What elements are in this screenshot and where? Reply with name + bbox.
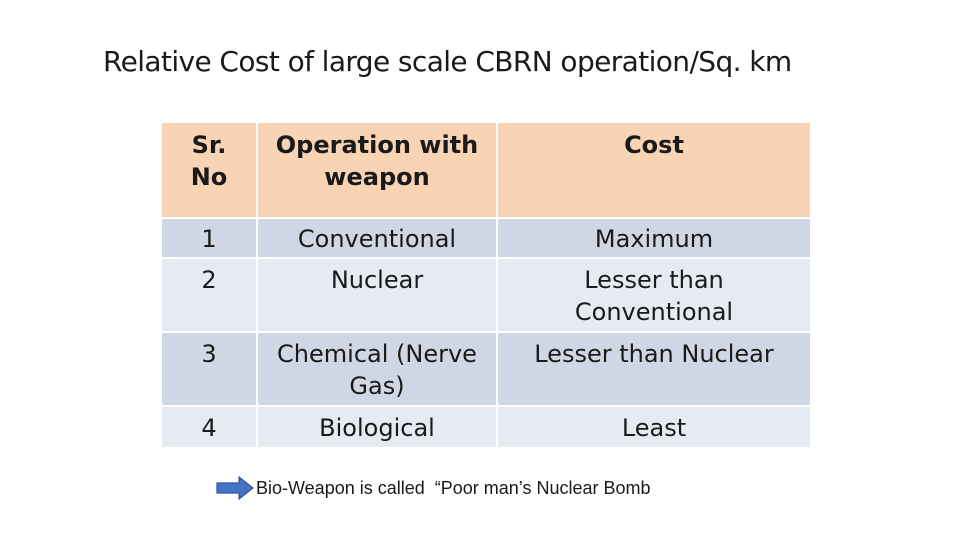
cost-table: Sr. No Operation with weapon Cost 1 Conv… (162, 123, 810, 449)
table-header-row: Sr. No Operation with weapon Cost (162, 123, 810, 219)
cell-operation: Biological (258, 407, 498, 449)
table-row: 1 Conventional Maximum (162, 219, 810, 259)
cell-cost: Lesser than Nuclear (498, 333, 810, 407)
cell-cost: Maximum (498, 219, 810, 259)
cell-cost: Lesser than Conventional (498, 259, 810, 333)
slide-title: Relative Cost of large scale CBRN operat… (103, 45, 792, 78)
footnote: Bio-Weapon is called “Poor man’s Nuclear… (216, 474, 651, 502)
header-sr-no: Sr. No (162, 123, 258, 219)
arrow-right-icon (216, 476, 254, 500)
cell-operation: Chemical (Nerve Gas) (258, 333, 498, 407)
cell-sr: 3 (162, 333, 258, 407)
cell-operation: Conventional (258, 219, 498, 259)
footnote-text: Bio-Weapon is called “Poor man’s Nuclear… (256, 478, 651, 498)
table-row: 4 Biological Least (162, 407, 810, 449)
header-operation: Operation with weapon (258, 123, 498, 219)
cell-cost: Least (498, 407, 810, 449)
cell-sr: 4 (162, 407, 258, 449)
table-row: 3 Chemical (Nerve Gas) Lesser than Nucle… (162, 333, 810, 407)
cell-operation: Nuclear (258, 259, 498, 333)
cell-sr: 1 (162, 219, 258, 259)
cell-sr: 2 (162, 259, 258, 333)
header-cost: Cost (498, 123, 810, 219)
table-row: 2 Nuclear Lesser than Conventional (162, 259, 810, 333)
